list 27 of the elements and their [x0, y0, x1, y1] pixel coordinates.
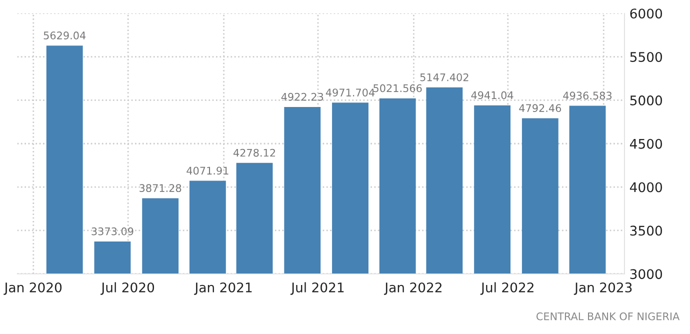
x-tick-label: Jul 2022: [480, 282, 534, 295]
data-label: 4071.91: [186, 166, 228, 175]
y-tick-label: 5500: [630, 52, 662, 62]
data-label: 4922.23: [281, 92, 324, 101]
x-tick-label: Jul 2020: [100, 282, 154, 295]
data-label: 4936.583: [563, 92, 612, 100]
data-label: 3373.09: [92, 227, 134, 236]
x-tick-label: Jan 2020: [4, 282, 62, 295]
data-label: 4792.46: [519, 104, 562, 112]
y-tick-label: 4500: [630, 138, 662, 149]
data-label: 4278.12: [233, 148, 276, 157]
data-label: 3871.28: [140, 184, 182, 192]
data-label: 5629.04: [44, 32, 86, 40]
y-tick-label: 4000: [630, 182, 662, 192]
data-label: 5147.402: [420, 73, 468, 82]
y-tick-label: 3000: [630, 269, 662, 280]
y-tick-label: 5000: [630, 95, 662, 106]
text: CENTRAL BANK OF NIGERIA: [536, 312, 680, 320]
x-tick-label: Jul 2021: [290, 282, 344, 295]
x-tick-label: Jan 2021: [194, 282, 252, 295]
data-label: 4971.704: [326, 88, 375, 96]
y-tick-label: 3500: [630, 226, 662, 236]
x-tick-label: Jan 2022: [384, 282, 442, 295]
y-tick-label: 6000: [630, 8, 662, 19]
data-label: 4941.04: [471, 91, 514, 100]
data-label: 5021.566: [374, 84, 422, 92]
x-tick-label: Jan 2023: [574, 282, 632, 295]
